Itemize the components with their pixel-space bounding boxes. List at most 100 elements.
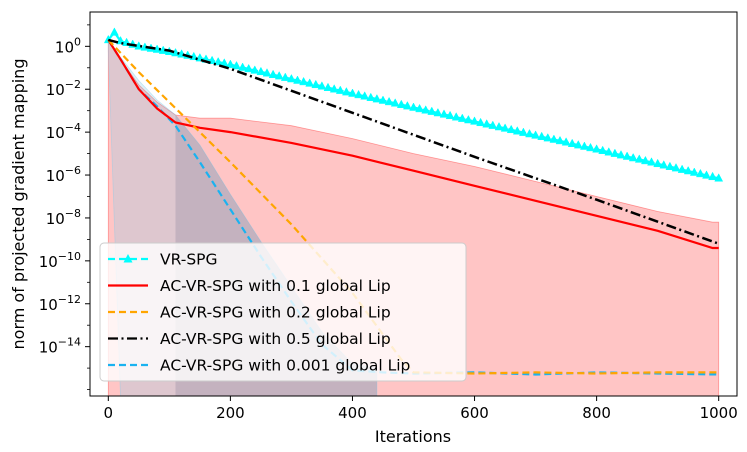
marker-point	[610, 148, 620, 157]
tick-exponent: −10	[58, 250, 81, 263]
marker-point	[537, 131, 547, 140]
x-axis-ticks: 0 200 400 600 800 1000	[104, 396, 738, 422]
marker-point	[640, 155, 650, 165]
marker-point	[555, 135, 565, 145]
marker-point	[439, 109, 449, 118]
marker-point	[250, 65, 260, 74]
x-tick-label: 0	[104, 404, 114, 422]
marker-point	[384, 96, 394, 106]
marker-point	[695, 168, 705, 178]
marker-point	[366, 92, 376, 101]
y-tick-label: 10−2	[46, 78, 81, 99]
tick-exponent: −8	[65, 207, 81, 220]
tick-base: 10	[46, 81, 65, 99]
marker-point	[567, 138, 577, 147]
marker-point	[665, 161, 675, 170]
marker-point	[494, 121, 504, 131]
y-tick-label: 10−8	[46, 207, 81, 228]
tick-base: 10	[39, 339, 58, 357]
marker-point	[280, 72, 290, 81]
marker-point	[323, 82, 333, 91]
legend-marker	[123, 254, 133, 263]
legend-label: VR-SPG	[160, 251, 218, 269]
marker-point	[109, 27, 119, 36]
marker-point	[445, 110, 455, 120]
marker-point	[653, 158, 663, 168]
marker-point	[286, 73, 296, 83]
tick-exponent: −14	[58, 336, 81, 349]
marker-point	[329, 84, 339, 93]
marker-point	[268, 69, 278, 78]
plot-frame	[89, 11, 738, 397]
x-tick-label: 800	[582, 404, 611, 422]
marker-point	[549, 134, 559, 143]
marker-point	[628, 152, 638, 162]
y-tick-label: 10−4	[46, 121, 81, 142]
marker-point	[525, 128, 534, 138]
tick-exponent: 0	[74, 35, 81, 48]
tick-exponent: −2	[65, 78, 81, 91]
tick-exponent: −12	[58, 293, 81, 306]
marker-point	[463, 114, 473, 124]
marker-point	[488, 120, 498, 129]
legend-label: AC-VR-SPG with 0.2 global Lip	[160, 304, 391, 322]
marker-point	[543, 133, 553, 142]
tick-base: 10	[39, 253, 58, 271]
marker-point	[531, 130, 541, 139]
marker-point	[579, 141, 589, 150]
tick-exponent: −6	[65, 164, 81, 177]
marker-point	[244, 63, 254, 73]
marker-point	[518, 127, 528, 136]
marker-point	[433, 107, 443, 117]
marker-point	[476, 117, 486, 127]
marker-point	[402, 101, 412, 110]
marker-point	[677, 164, 687, 173]
y-tick-label: 10−10	[39, 250, 81, 271]
marker-point	[708, 171, 718, 181]
marker-point	[457, 113, 467, 122]
legend: VR-SPG AC-VR-SPG with 0.1 global Lip AC-VR…	[99, 242, 467, 382]
tick-base: 10	[46, 167, 65, 185]
marker-point	[274, 71, 284, 80]
marker-point	[305, 78, 315, 87]
marker-point	[561, 137, 571, 146]
marker-point	[616, 150, 626, 159]
marker-point	[671, 163, 681, 172]
x-axis-label: Iterations	[375, 427, 451, 446]
legend-label: AC-VR-SPG with 0.5 global Lip	[160, 330, 391, 348]
legend-label: AC-VR-SPG with 0.001 global Lip	[160, 357, 410, 375]
marker-point	[634, 154, 644, 163]
marker-point	[354, 89, 364, 99]
marker-point	[238, 62, 248, 71]
tick-base: 10	[46, 124, 65, 142]
marker-point	[311, 79, 321, 89]
marker-point	[604, 147, 614, 156]
x-tick-label: 200	[216, 404, 245, 422]
marker-point	[506, 124, 516, 134]
marker-point	[378, 95, 388, 104]
marker-point	[299, 76, 309, 86]
marker-point	[341, 87, 351, 96]
series-line-1	[107, 39, 719, 250]
marker-point	[659, 160, 669, 169]
marker-point	[427, 106, 437, 115]
marker-point	[415, 103, 425, 113]
y-tick-label: 10−12	[39, 293, 81, 314]
y-tick-label: 10−14	[39, 336, 81, 357]
series-line-3	[107, 38, 720, 245]
tick-base: 10	[39, 296, 58, 314]
marker-point	[225, 59, 235, 68]
marker-point	[213, 56, 223, 66]
marker-point	[714, 173, 724, 182]
tick-base: 10	[55, 38, 74, 56]
marker-point	[421, 105, 431, 114]
marker-point	[683, 165, 693, 175]
marker-point	[293, 75, 302, 84]
x-tick-label: 600	[460, 404, 489, 422]
y-axis-label: norm of projected gradient mapping	[9, 59, 28, 350]
marker-point	[360, 91, 370, 100]
tick-base: 10	[46, 210, 65, 228]
marker-point	[232, 60, 241, 70]
